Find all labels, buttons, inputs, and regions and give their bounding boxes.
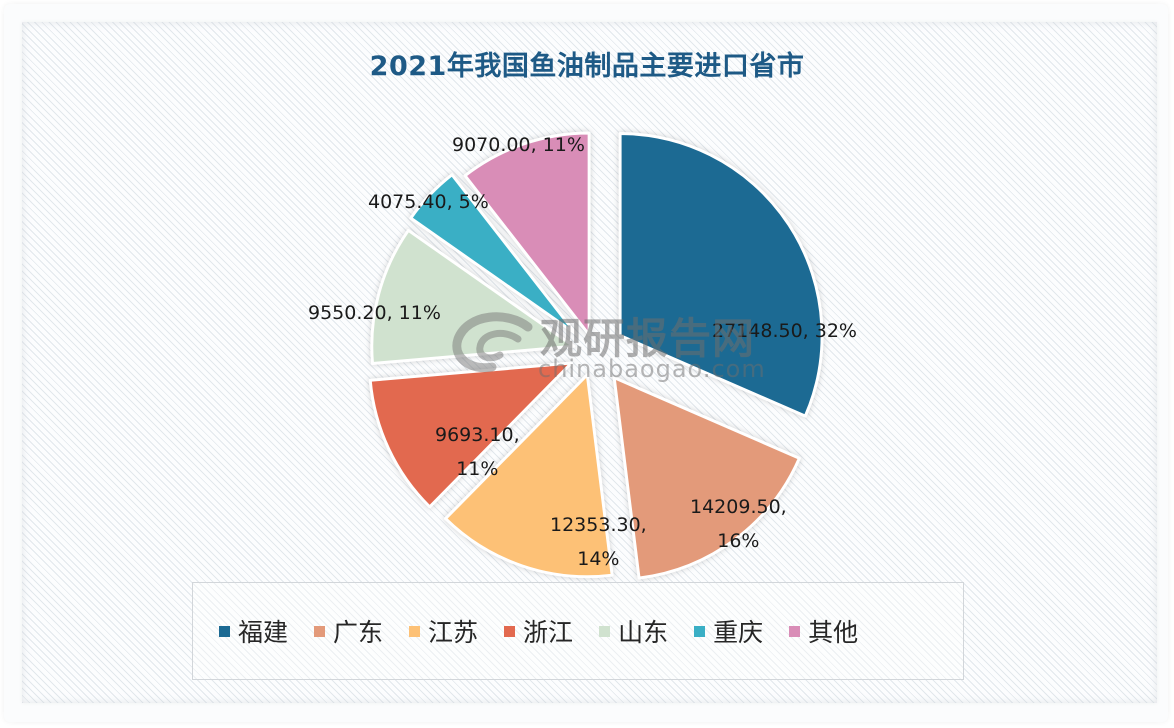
legend-item-fujian[interactable]: 福建 <box>219 613 288 649</box>
chart-title: 2021年我国鱼油制品主要进口省市 <box>369 51 805 82</box>
legend-item-guangdong[interactable]: 广东 <box>314 613 383 649</box>
legend-label: 重庆 <box>713 618 764 647</box>
legend-item-shandong[interactable]: 山东 <box>599 613 668 649</box>
legend-item-jiangsu[interactable]: 江苏 <box>409 613 478 649</box>
legend-swatch <box>504 625 516 637</box>
legend-item-other[interactable]: 其他 <box>789 613 858 649</box>
pie-slice-6[interactable] <box>463 131 591 337</box>
legend-label: 广东 <box>333 618 384 647</box>
data-label: 4075.40, 5% <box>368 191 489 213</box>
pie-slice-2[interactable] <box>444 373 614 579</box>
legend-swatch <box>219 625 230 637</box>
legend-swatch <box>599 625 611 637</box>
legend: 福建 广东 江苏 浙江 山东 重庆 其他 <box>192 582 964 680</box>
legend-label: 浙江 <box>523 618 574 647</box>
data-label: 9550.20, 11% <box>308 302 441 324</box>
pie-slice-3[interactable] <box>368 361 573 509</box>
legend-swatch <box>314 625 326 637</box>
legend-label: 山东 <box>618 618 669 647</box>
legend-label: 江苏 <box>428 618 479 647</box>
legend-label: 其他 <box>808 618 859 647</box>
data-label: 14209.50, 16% <box>690 496 787 552</box>
legend-swatch <box>789 625 801 637</box>
pie-slice-0[interactable] <box>618 132 824 418</box>
data-label: 12353.30, 14% <box>550 514 647 570</box>
data-label: 27148.50, 32% <box>712 320 857 342</box>
legend-swatch <box>409 625 421 637</box>
pie-slice-1[interactable] <box>612 376 801 580</box>
legend-item-zhejiang[interactable]: 浙江 <box>504 613 573 649</box>
data-label: 9693.10, 11% <box>435 424 520 480</box>
pie-slice-5[interactable] <box>409 173 578 336</box>
legend-label: 福建 <box>238 618 289 647</box>
legend-swatch <box>694 625 706 637</box>
data-label: 9070.00, 11% <box>452 134 585 156</box>
legend-item-chongqing[interactable]: 重庆 <box>694 613 763 649</box>
